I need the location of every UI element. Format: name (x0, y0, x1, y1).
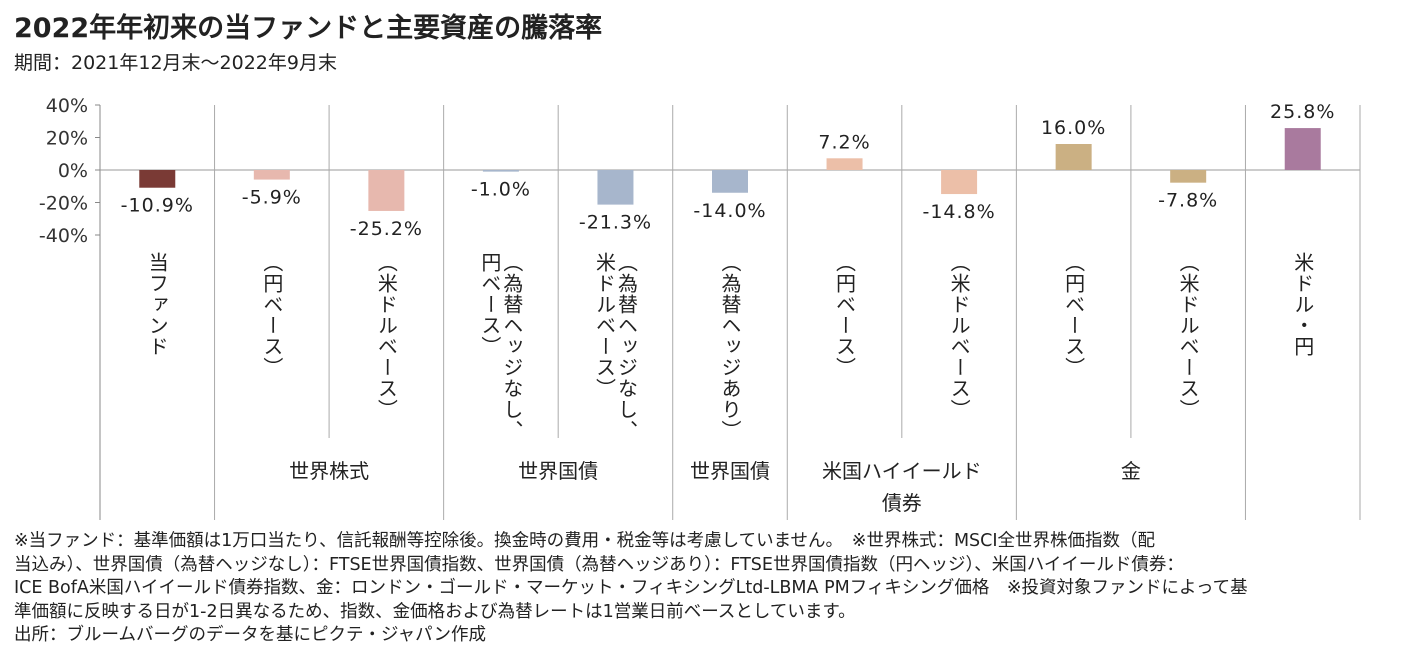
data-label: 25.8% (1270, 101, 1335, 123)
footnotes: ※当ファンド：基準価額は1万口当たり、信託報酬等控除後。換金時の費用・税金等は考… (14, 530, 1414, 648)
y-tick-label: -40% (39, 225, 88, 247)
bar (826, 158, 863, 170)
bar (482, 170, 519, 172)
data-label: 7.2% (818, 131, 870, 153)
data-label: -7.8% (1158, 190, 1218, 212)
bar (368, 170, 405, 211)
footnote-line: 準価額に反映する日が1-2日異なるため、指数、金価格および為替レートは1営業日前… (14, 601, 856, 622)
category-label: （円ベース） (260, 252, 284, 378)
category-label: （為替ヘッジあり） (718, 252, 742, 441)
chart-subtitle: 期間：2021年12月末～2022年9月末 (14, 52, 337, 74)
group-label: 米国ハイイールド (822, 459, 982, 483)
bar-chart: 40% 20% 0% -20% -40% -10.9% -5.9% -25.2% -1.0% -2… (39, 95, 1361, 520)
data-label: -25.2% (350, 218, 423, 240)
bar (597, 170, 634, 205)
data-label: -21.3% (579, 212, 652, 234)
category-label: 米ドル・円 (1291, 252, 1315, 357)
y-tick-label: 40% (46, 95, 88, 117)
data-label: -10.9% (121, 195, 194, 217)
bar (712, 170, 748, 193)
footnote-line: ※当ファンド：基準価額は1万口当たり、信託報酬等控除後。換金時の費用・税金等は考… (14, 531, 1156, 551)
y-tick-label: 20% (46, 128, 88, 150)
source-line: 出所：ブルームバーグのデータを基にピクテ・ジャパン作成 (14, 625, 486, 645)
data-label: -14.8% (922, 201, 995, 223)
category-label: （円ベース） (833, 252, 857, 378)
data-label: -1.0% (471, 179, 531, 201)
category-label: （為替ヘッジなし、 (614, 252, 638, 441)
group-label: 債券 (882, 491, 922, 515)
category-label: 米ドルベース） (592, 252, 616, 399)
chart-title: 2022年年初来の当ファンドと主要資産の騰落率 (14, 13, 603, 44)
category-label: （米ドルベース） (374, 252, 398, 420)
category-label: 円ベース） (478, 252, 502, 357)
bar (1284, 128, 1321, 170)
group-label: 世界国債 (518, 459, 598, 483)
category-label: （為替ヘッジなし、 (500, 252, 524, 441)
group-label: 世界国債 (690, 459, 770, 483)
y-tick-label: 0% (58, 160, 88, 182)
data-label: 16.0% (1041, 117, 1106, 139)
data-label: -14.0% (693, 200, 766, 222)
category-label: （円ベース） (1062, 252, 1086, 378)
y-tick-label: -20% (39, 193, 88, 215)
bar (1170, 170, 1207, 183)
group-label: 世界株式 (289, 459, 369, 483)
data-label: -5.9% (242, 187, 302, 209)
category-label: （米ドルベース） (1176, 252, 1200, 420)
bar (253, 170, 290, 180)
bar (941, 170, 978, 195)
category-label: 当ファンド (145, 252, 169, 357)
footnote-line: 当込み）、世界国債（為替ヘッジなし）：FTSE世界国債指数、世界国債（為替ヘッジ… (14, 554, 1184, 575)
group-label: 金 (1121, 459, 1141, 483)
category-label: （米ドルベース） (947, 252, 971, 420)
bar (139, 170, 176, 188)
bar (1055, 144, 1092, 170)
footnote-line: ICE BofA米国ハイイールド債券指数、金：ロンドン・ゴールド・マーケット・フ… (14, 578, 1248, 598)
